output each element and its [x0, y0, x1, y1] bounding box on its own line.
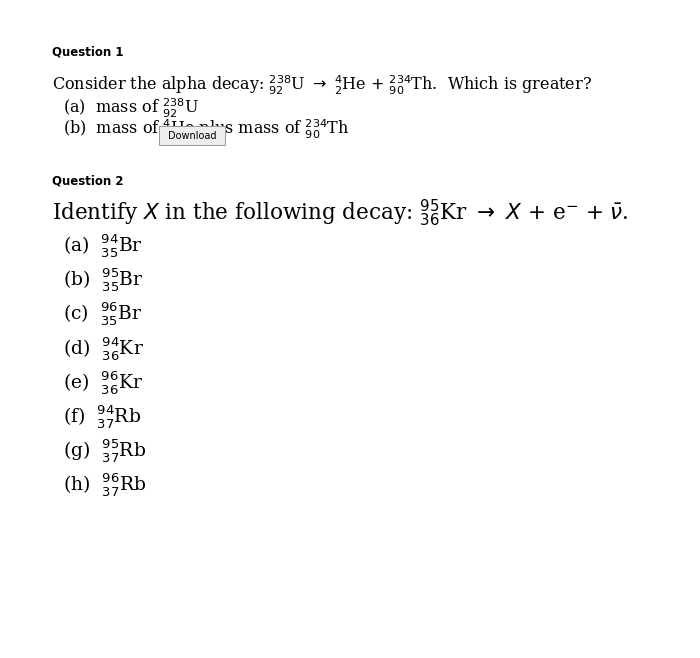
Text: (g)  $^{95}_{37}$Rb: (g) $^{95}_{37}$Rb: [63, 437, 146, 464]
Text: Download: Download: [167, 130, 216, 141]
Text: (b)  $^{95}_{35}$Br: (b) $^{95}_{35}$Br: [63, 266, 144, 293]
Text: Consider the alpha decay: $^{238}_{92}$U $\rightarrow$ $^{4}_{2}$He $+$ $^{234}_: Consider the alpha decay: $^{238}_{92}$U…: [52, 74, 592, 97]
Text: (d)  $^{94}_{36}$Kr: (d) $^{94}_{36}$Kr: [63, 334, 144, 361]
Text: (f)  $^{94}_{37}$Rb: (f) $^{94}_{37}$Rb: [63, 403, 141, 430]
Text: Question 1: Question 1: [52, 46, 124, 59]
Text: (c)  $^{96}_{35}$Br: (c) $^{96}_{35}$Br: [63, 300, 142, 327]
Text: (b)  mass of $^{4}_{2}$He plus mass of $^{234}_{90}$Th: (b) mass of $^{4}_{2}$He plus mass of $^…: [63, 118, 349, 141]
Text: Identify $X$ in the following decay: $^{95}_{36}$Kr $\rightarrow$ $X$ $+$ e$^{-}: Identify $X$ in the following decay: $^{…: [52, 198, 629, 229]
Text: (a)  mass of $^{238}_{92}$U: (a) mass of $^{238}_{92}$U: [63, 97, 199, 120]
Text: (e)  $^{96}_{36}$Kr: (e) $^{96}_{36}$Kr: [63, 368, 143, 395]
Text: (a)  $^{94}_{35}$Br: (a) $^{94}_{35}$Br: [63, 232, 143, 259]
Text: Question 2: Question 2: [52, 174, 124, 188]
Text: (h)  $^{96}_{37}$Rb: (h) $^{96}_{37}$Rb: [63, 471, 146, 498]
